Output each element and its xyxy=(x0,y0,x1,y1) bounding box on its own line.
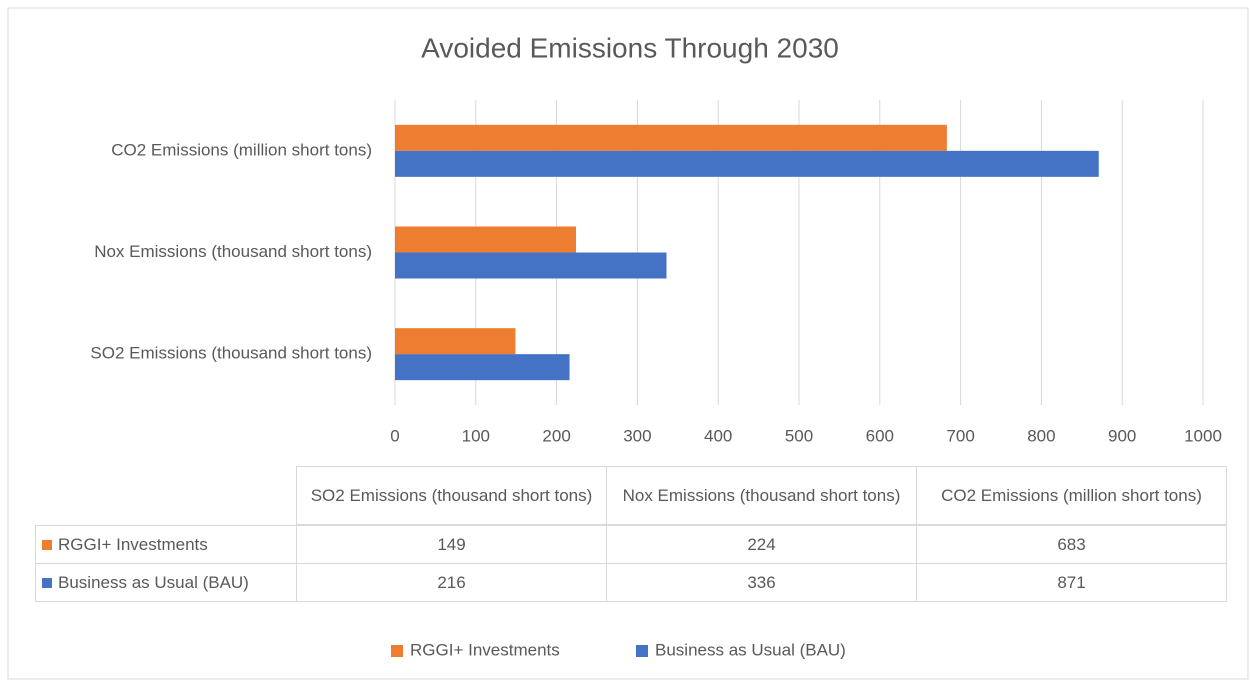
x-tick-label: 500 xyxy=(785,426,813,445)
y-tick-label: SO2 Emissions (thousand short tons) xyxy=(90,344,372,363)
bar xyxy=(395,354,570,381)
x-tick-label: 700 xyxy=(946,426,974,445)
x-tick-label: 100 xyxy=(462,426,490,445)
table-cell: 224 xyxy=(606,525,917,564)
legend-label: RGGI+ Investments xyxy=(410,640,560,659)
legend-label: Business as Usual (BAU) xyxy=(655,640,846,659)
table-row-header: RGGI+ Investments xyxy=(35,525,297,564)
x-tick-label: 0 xyxy=(390,426,399,445)
table-cell: 871 xyxy=(916,563,1227,602)
table-header: Nox Emissions (thousand short tons) xyxy=(606,466,917,525)
chart-title: Avoided Emissions Through 2030 xyxy=(421,32,839,63)
legend-key xyxy=(636,645,648,657)
bar xyxy=(395,226,576,253)
legend-key xyxy=(391,645,403,657)
bar xyxy=(395,124,947,151)
table-header: SO2 Emissions (thousand short tons) xyxy=(296,466,607,525)
table-cell: 216 xyxy=(296,563,607,602)
row-label: RGGI+ Investments xyxy=(58,535,208,554)
table-header: CO2 Emissions (million short tons) xyxy=(916,466,1227,525)
x-tick-label: 800 xyxy=(1027,426,1055,445)
x-tick-label: 200 xyxy=(542,426,570,445)
y-tick-label: Nox Emissions (thousand short tons) xyxy=(94,242,372,261)
x-tick-label: 300 xyxy=(623,426,651,445)
bar xyxy=(395,150,1099,177)
table-cell: 149 xyxy=(296,525,607,564)
legend-key xyxy=(42,577,52,588)
x-tick-label: 900 xyxy=(1108,426,1136,445)
table-cell: 336 xyxy=(606,563,917,602)
y-tick-label: CO2 Emissions (million short tons) xyxy=(111,140,372,159)
row-label: Business as Usual (BAU) xyxy=(58,573,249,592)
chart-frame xyxy=(7,7,1249,680)
x-tick-label: 1000 xyxy=(1184,426,1222,445)
legend-key xyxy=(42,539,52,550)
x-tick-label: 400 xyxy=(704,426,732,445)
x-tick-label: 600 xyxy=(866,426,894,445)
table-row-header: Business as Usual (BAU) xyxy=(35,563,297,602)
bar xyxy=(395,252,667,279)
bar xyxy=(395,328,516,355)
table-cell: 683 xyxy=(916,525,1227,564)
